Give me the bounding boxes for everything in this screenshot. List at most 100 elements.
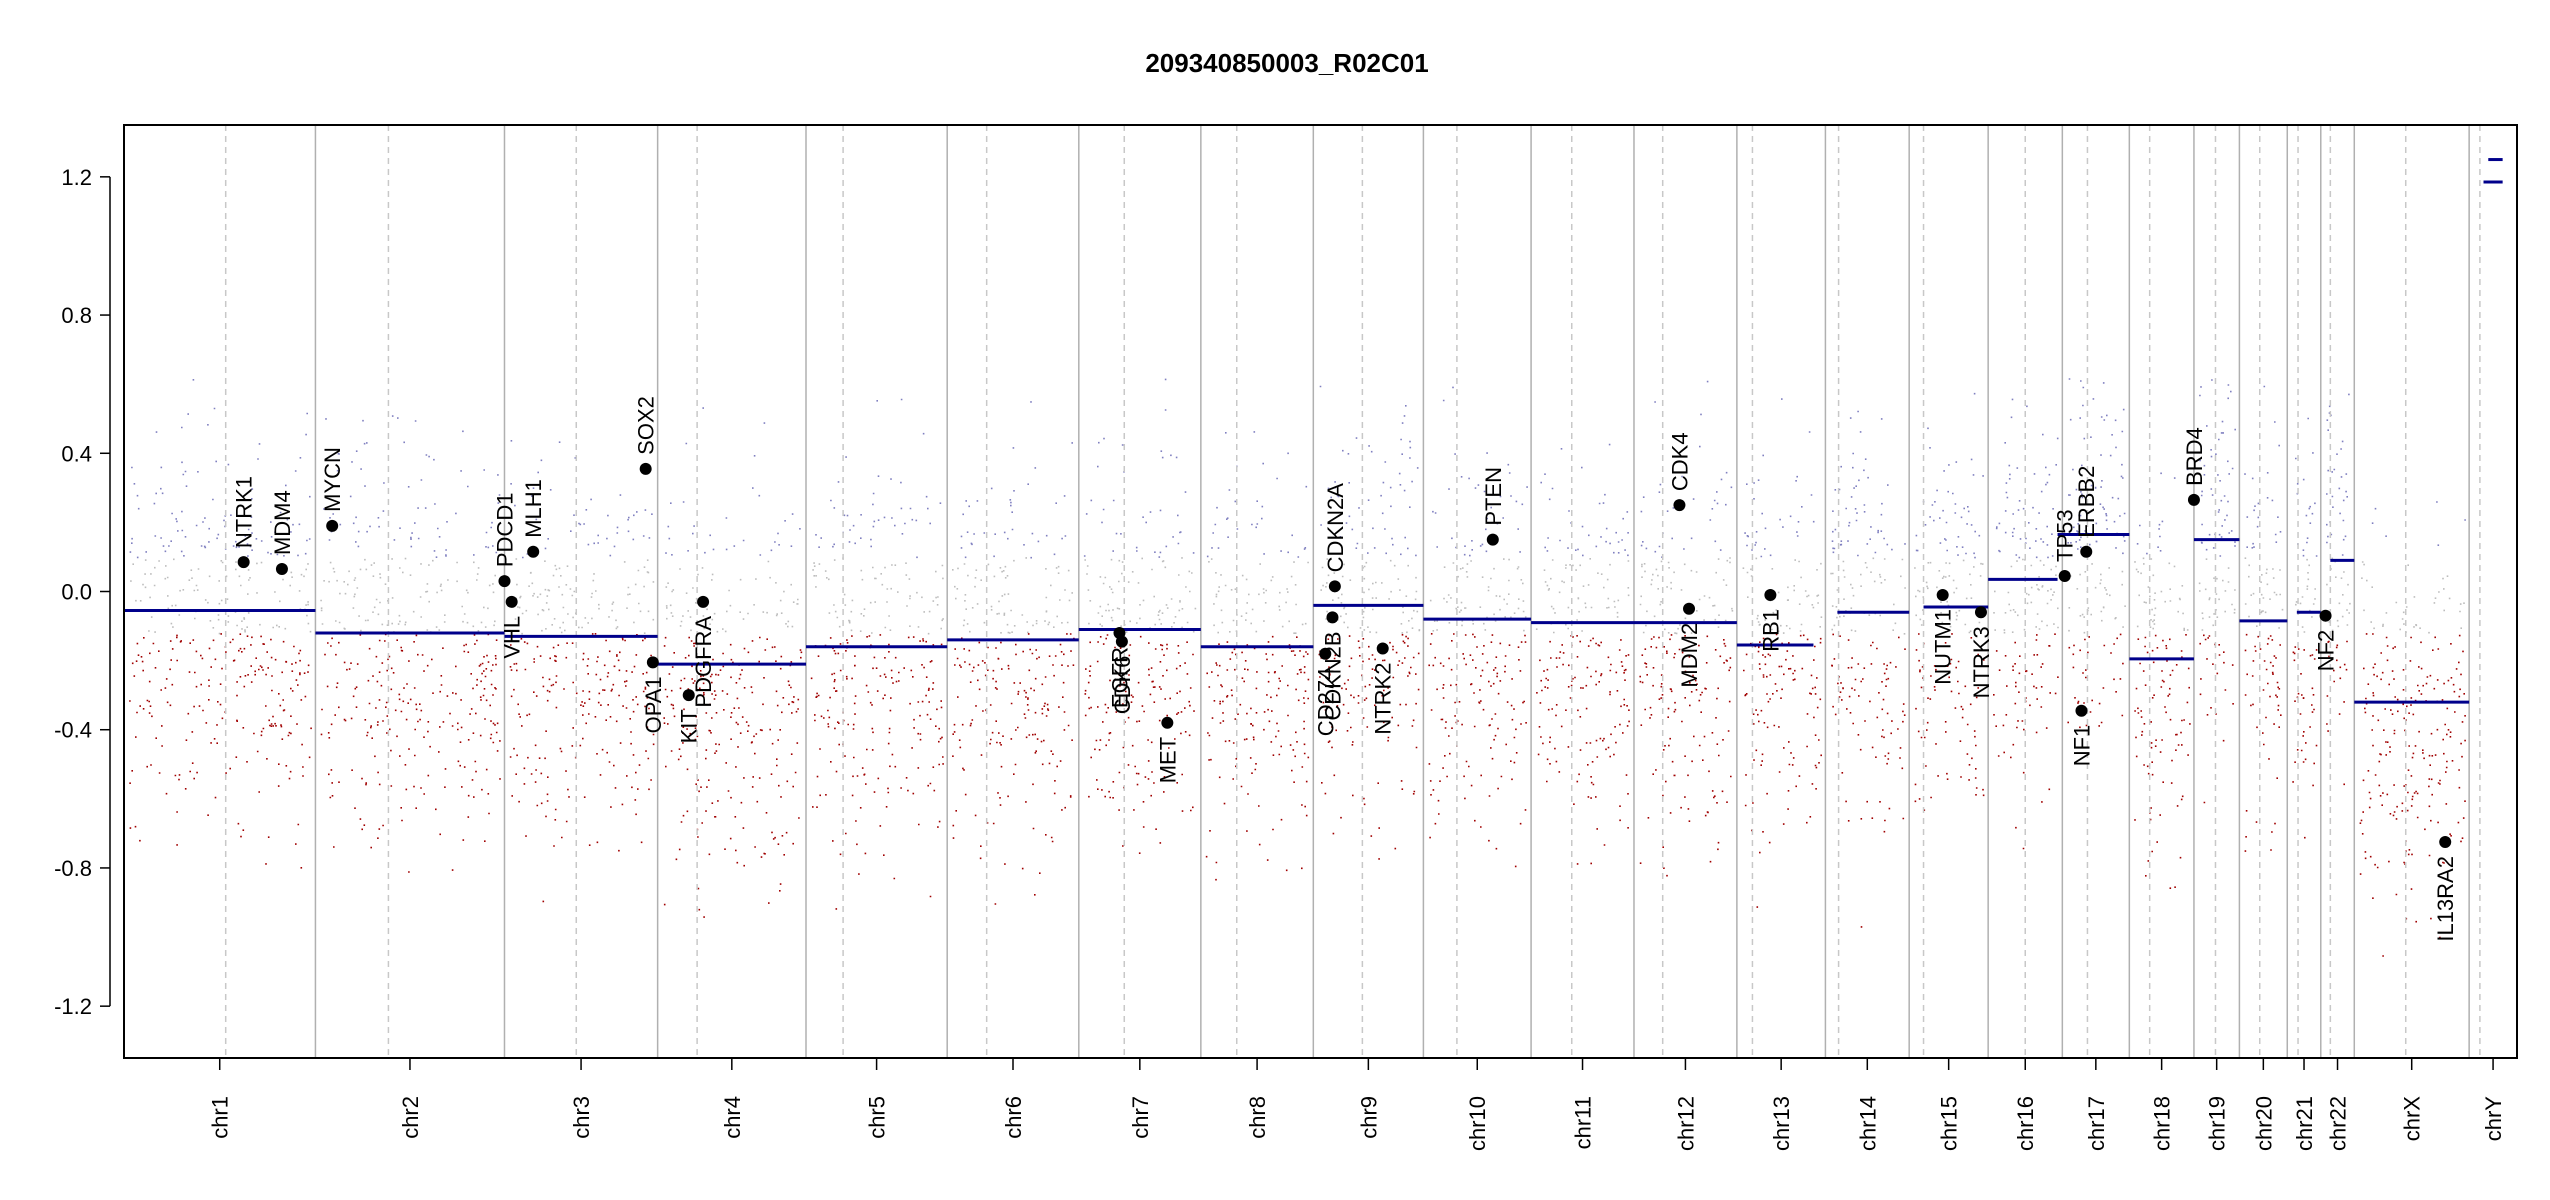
- gene-point-MDM2: [1683, 602, 1696, 615]
- gene-label-VHL: VHL: [500, 616, 525, 659]
- x-tick-label-chr15: chr15: [1937, 1096, 1962, 1151]
- gene-point-MET: [1161, 716, 1174, 729]
- gene-label-NTRK2: NTRK2: [1371, 663, 1396, 735]
- gene-point-VHL: [505, 595, 518, 608]
- gene-point-MYCN: [326, 519, 339, 532]
- x-tick-label-chr12: chr12: [1673, 1096, 1698, 1151]
- gene-point-TP53: [2058, 569, 2071, 582]
- x-tick-label-chr14: chr14: [1855, 1096, 1880, 1151]
- loss-points-chr13: [1743, 633, 1822, 908]
- chromosome-lines-layer: [224, 125, 2481, 1058]
- gene-label-CD274: CD274: [1313, 668, 1338, 736]
- gene-label-PTEN: PTEN: [1481, 467, 1506, 526]
- gene-point-NF2: [2319, 609, 2332, 622]
- gain-points-chr18: [2136, 468, 2189, 555]
- gene-label-NTRK1: NTRK1: [232, 476, 257, 548]
- gain-points-chr20: [2244, 385, 2282, 549]
- y-tick-label: -0.4: [54, 718, 92, 743]
- neutral-points-chr13: [1742, 557, 1823, 634]
- gene-point-CD274: [1319, 647, 1332, 660]
- y-tick-label: 0.4: [61, 441, 92, 466]
- gene-point-NTRK2: [1376, 642, 1389, 655]
- gene-label-OPA1: OPA1: [641, 676, 666, 733]
- gene-point-MDM4: [275, 563, 288, 576]
- gene-label-PDGFRA: PDGFRA: [691, 616, 716, 708]
- gene-label-NUTM1: NUTM1: [1931, 609, 1956, 685]
- y-tick-label: 0.0: [61, 580, 92, 605]
- gain-points-chr13: [1744, 398, 1815, 558]
- gene-point-BRD4: [2187, 493, 2200, 506]
- x-tick-label-chr21: chr21: [2292, 1096, 2317, 1151]
- gene-point-NUTM1: [1936, 588, 1949, 601]
- loss-points-chr14: [1831, 633, 1906, 928]
- gain-points-chr6: [960, 401, 1073, 559]
- y-tick-label: 0.8: [61, 303, 92, 328]
- gene-label-CDK6: CDK6: [1110, 656, 1135, 715]
- x-tick-label-chr4: chr4: [720, 1096, 745, 1139]
- gene-label-CDKN2A: CDKN2A: [1323, 483, 1348, 573]
- x-tick-label-chr20: chr20: [2251, 1096, 2276, 1151]
- loss-points-chr10: [1428, 633, 1527, 868]
- gene-point-CDKN2A: [1328, 580, 1341, 593]
- loss-points-chr20: [2244, 633, 2282, 852]
- gene-label-BRD4: BRD4: [2182, 427, 2207, 486]
- gain-points-chr2: [323, 415, 501, 558]
- gene-point-CDKN2B: [1326, 611, 1339, 624]
- loss-points-chr3: [509, 633, 655, 903]
- x-tick-label-chr19: chr19: [2205, 1096, 2230, 1151]
- gene-point-IL13RA2: [2439, 836, 2452, 849]
- neutral-points-chr17: [2067, 563, 2126, 634]
- chart-title: 209340850003_R02C01: [1145, 48, 1428, 78]
- neutral-points-chr5: [812, 557, 944, 635]
- gene-label-RB1: RB1: [1758, 609, 1783, 652]
- gene-point-NF1: [2075, 704, 2088, 717]
- gain-points-chrX: [2371, 501, 2466, 546]
- loss-points-chr5: [810, 634, 944, 910]
- loss-points-chr2: [320, 633, 501, 873]
- x-tick-label-chr16: chr16: [2013, 1096, 2038, 1151]
- x-tick-label-chrX: chrX: [2400, 1096, 2425, 1142]
- loss-points-chr1: [129, 633, 312, 869]
- gene-label-MLH1: MLH1: [521, 479, 546, 538]
- loss-points-chr21: [2292, 646, 2318, 839]
- gene-label-KIT: KIT: [677, 709, 702, 743]
- loss-points-chr18: [2134, 634, 2191, 889]
- x-tick-label-chr6: chr6: [1001, 1096, 1026, 1139]
- x-tick-label-chr17: chr17: [2084, 1096, 2109, 1151]
- x-tick-label-chr3: chr3: [569, 1096, 594, 1139]
- loss-points: [129, 633, 2466, 957]
- gene-label-CDK4: CDK4: [1667, 432, 1692, 491]
- gene-point-CDK6: [1115, 635, 1128, 648]
- x-tick-label-chr1: chr1: [208, 1096, 233, 1139]
- x-axis: chr1 chr2 chr3 chr4 chr5 chr6 chr7 chr8 chr9 chr1…: [208, 1058, 2506, 1151]
- neutral-points-chr3: [514, 558, 655, 635]
- x-tick-label-chr10: chr10: [1465, 1096, 1490, 1151]
- neutral-points-chr6: [952, 557, 1073, 634]
- y-tick-label: 1.2: [61, 165, 92, 190]
- gain-points-chr15: [1915, 392, 1984, 559]
- gene-point-PDCD1: [498, 575, 511, 588]
- gene-point-SOX2: [639, 462, 652, 475]
- neutral-points: [130, 557, 2465, 635]
- gene-label-CDKN2B: CDKN2B: [1320, 631, 1345, 720]
- gene-label-NF2: NF2: [2314, 630, 2339, 672]
- segments-layer: [124, 158, 2503, 704]
- x-tick-label-chr2: chr2: [398, 1096, 423, 1139]
- gain-points-chr14: [1831, 410, 1906, 557]
- neutral-points-chr19: [2198, 558, 2236, 631]
- gain-points-chr16: [1995, 398, 2059, 559]
- x-tick-label-chr18: chr18: [2150, 1096, 2175, 1151]
- neutral-points-chrX: [2361, 561, 2465, 634]
- gain-points-chr7: [1083, 378, 1195, 558]
- x-tick-label-chr7: chr7: [1128, 1096, 1153, 1139]
- gene-label-SOX2: SOX2: [634, 396, 659, 455]
- gene-point-ERBB2: [2080, 545, 2093, 558]
- gene-point-MLH1: [527, 545, 540, 558]
- gain-points-chr8: [1206, 431, 1308, 558]
- gene-label-EGFR: EGFR: [1107, 647, 1132, 708]
- neutral-points-chr18: [2134, 557, 2189, 631]
- gene-label-TP53: TP53: [2053, 509, 2078, 562]
- gene-label-MYCN: MYCN: [320, 447, 345, 512]
- gene-point-NTRK1: [237, 556, 250, 569]
